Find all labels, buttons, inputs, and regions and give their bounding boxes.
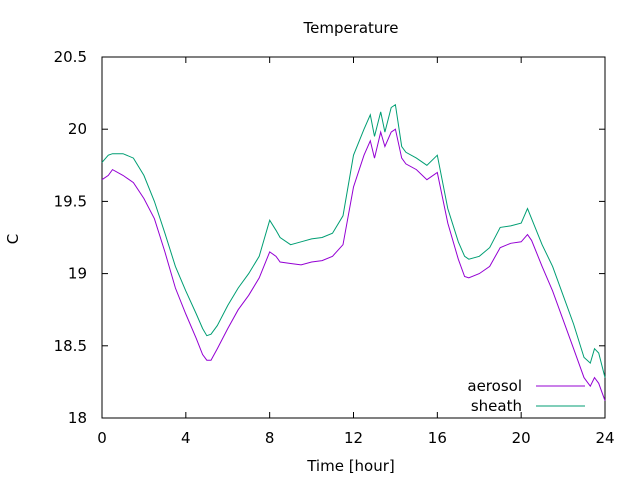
x-tick-label: 16 xyxy=(428,429,447,447)
chart-title: Temperature xyxy=(302,19,398,37)
x-axis-title: Time [hour] xyxy=(306,457,395,475)
y-tick-label: 19.5 xyxy=(54,192,87,210)
series-line-sheath xyxy=(101,103,606,378)
y-tick-label: 19 xyxy=(68,265,87,283)
y-axis-ticks: 18 18.5 19 19.5 20 20.5 xyxy=(54,48,605,427)
x-tick-label: 24 xyxy=(595,429,614,447)
x-tick-label: 8 xyxy=(265,429,275,447)
y-tick-label: 18.5 xyxy=(54,337,87,355)
y-tick-label: 18 xyxy=(68,409,87,427)
x-tick-label: 4 xyxy=(181,429,191,447)
y-tick-label: 20 xyxy=(68,120,87,138)
x-tick-label: 20 xyxy=(512,429,531,447)
x-tick-label: 0 xyxy=(97,429,107,447)
legend-label-aerosol: aerosol xyxy=(467,377,522,395)
x-axis-ticks: 0 4 8 12 16 20 24 xyxy=(97,57,615,447)
legend-label-sheath: sheath xyxy=(471,397,522,415)
y-tick-label: 20.5 xyxy=(54,48,87,66)
y-axis-title: C xyxy=(4,234,22,244)
series-lines xyxy=(101,103,606,401)
legend: aerosol sheath xyxy=(467,377,585,415)
series-line-aerosol xyxy=(101,128,606,401)
x-tick-label: 12 xyxy=(344,429,363,447)
